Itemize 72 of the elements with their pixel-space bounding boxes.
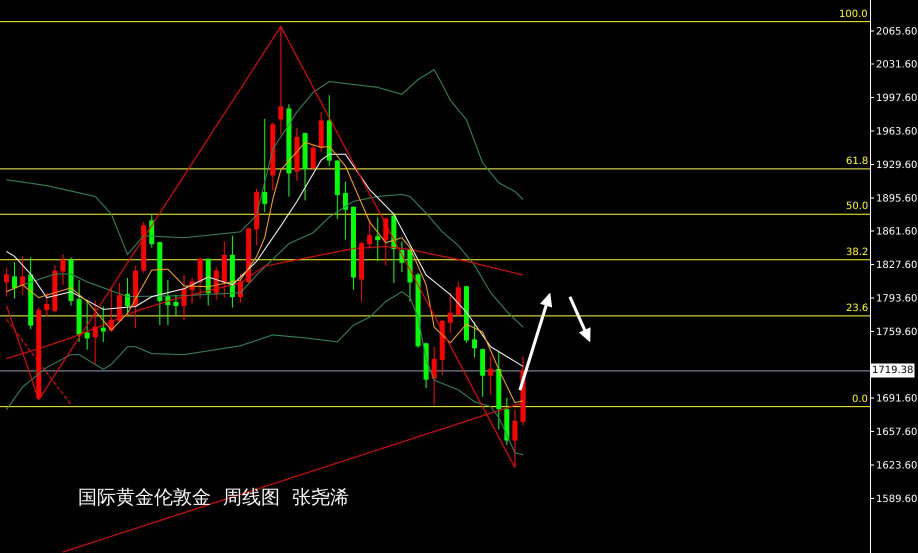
candlestick: [262, 118, 268, 213]
candlestick: [270, 122, 276, 192]
y-tick-label: 1759.60: [876, 326, 918, 338]
y-tick-label: 1827.60: [876, 260, 918, 272]
y-tick-label: 1589.60: [876, 494, 918, 505]
candlestick: [326, 94, 332, 166]
candlestick: [60, 254, 66, 286]
candlestick: [488, 356, 494, 396]
annotation: 61.8: [846, 156, 868, 167]
candlestick: [286, 104, 292, 197]
candlestick: [375, 216, 380, 262]
y-tick-label: 1929.60: [876, 160, 918, 171]
y-tick-label: 1963.60: [876, 126, 918, 138]
candlestick: [342, 181, 348, 240]
annotation: 38.2: [846, 247, 868, 258]
y-tick-label: 1657.60: [876, 427, 918, 438]
candlestick: [206, 258, 211, 306]
y-tick-label: 2031.60: [876, 60, 918, 71]
candlestick: [133, 266, 138, 329]
y-tick-label: 2065.60: [876, 26, 918, 38]
candlestick: [108, 287, 114, 332]
candlestick: [20, 256, 26, 296]
candlestick: [141, 221, 146, 274]
candlestick: [230, 235, 235, 308]
candlestick: [432, 346, 437, 406]
text: 1719.38: [872, 365, 914, 376]
candlestick: [157, 241, 162, 326]
candlestick: [351, 206, 356, 290]
candlestick: [302, 132, 308, 201]
candlestick: [472, 322, 478, 358]
candlestick: [198, 258, 203, 300]
y-tick-label: 1691.60: [876, 394, 918, 405]
candlestick: [84, 301, 90, 350]
candlestick: [448, 292, 453, 334]
candlestick: [318, 111, 324, 153]
line-series: [6, 291, 524, 456]
candlestick: [496, 351, 502, 430]
candlestick: [456, 281, 461, 317]
candlestick: [464, 285, 469, 344]
candlestick: [100, 306, 106, 342]
annotation: 0.0: [852, 394, 868, 405]
annotation: 50.0: [846, 201, 868, 212]
candlestick: [334, 160, 340, 220]
candlestick: [12, 262, 17, 300]
candlestick: [165, 279, 170, 326]
candlestick: [173, 294, 178, 317]
y-tick-label: 1895.60: [876, 193, 918, 204]
annotation: 100.0: [839, 9, 868, 20]
y-tick-label: 1861.60: [876, 226, 918, 238]
line-series: [6, 69, 524, 255]
candlestick: [408, 248, 412, 302]
candlestick: [125, 277, 130, 317]
candlestick: [76, 279, 82, 342]
candlestick: [310, 144, 316, 170]
candlestick: [416, 272, 421, 348]
candlestick: [4, 268, 9, 298]
candlestick: [182, 274, 186, 321]
line-series: [6, 142, 524, 404]
y-tick-label: 1997.60: [876, 93, 918, 104]
y-tick-label: 1793.60: [876, 294, 918, 305]
candlestick: [480, 348, 486, 398]
candlestick: [44, 292, 50, 317]
line-series: [6, 154, 524, 367]
candlestick: [294, 127, 300, 182]
candlestick: [254, 188, 260, 246]
candlestick: [68, 256, 74, 306]
y-tick-label: 1623.60: [876, 460, 918, 472]
candlestick: [504, 397, 510, 446]
candlestick: [52, 264, 58, 313]
annotation: 23.6: [846, 303, 868, 314]
candlestick: [116, 282, 122, 322]
candlestick: [28, 256, 34, 330]
